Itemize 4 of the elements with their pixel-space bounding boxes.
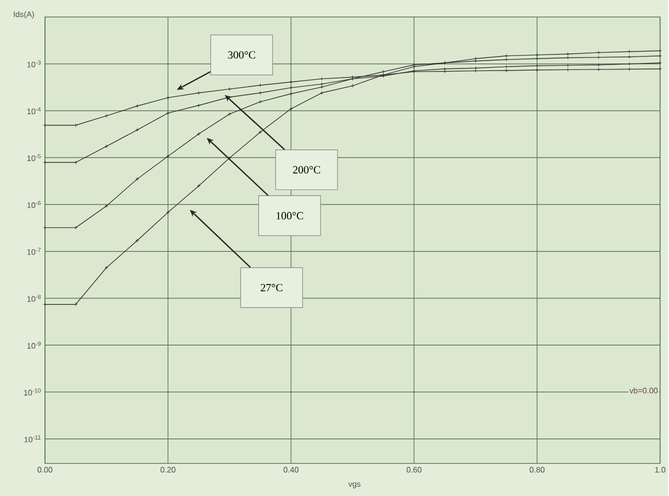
annotation: 100°C: [276, 212, 304, 220]
annotation: 200°C: [293, 166, 320, 174]
annotation: 300°C: [228, 51, 256, 58]
annotation: 27°C: [260, 284, 282, 292]
